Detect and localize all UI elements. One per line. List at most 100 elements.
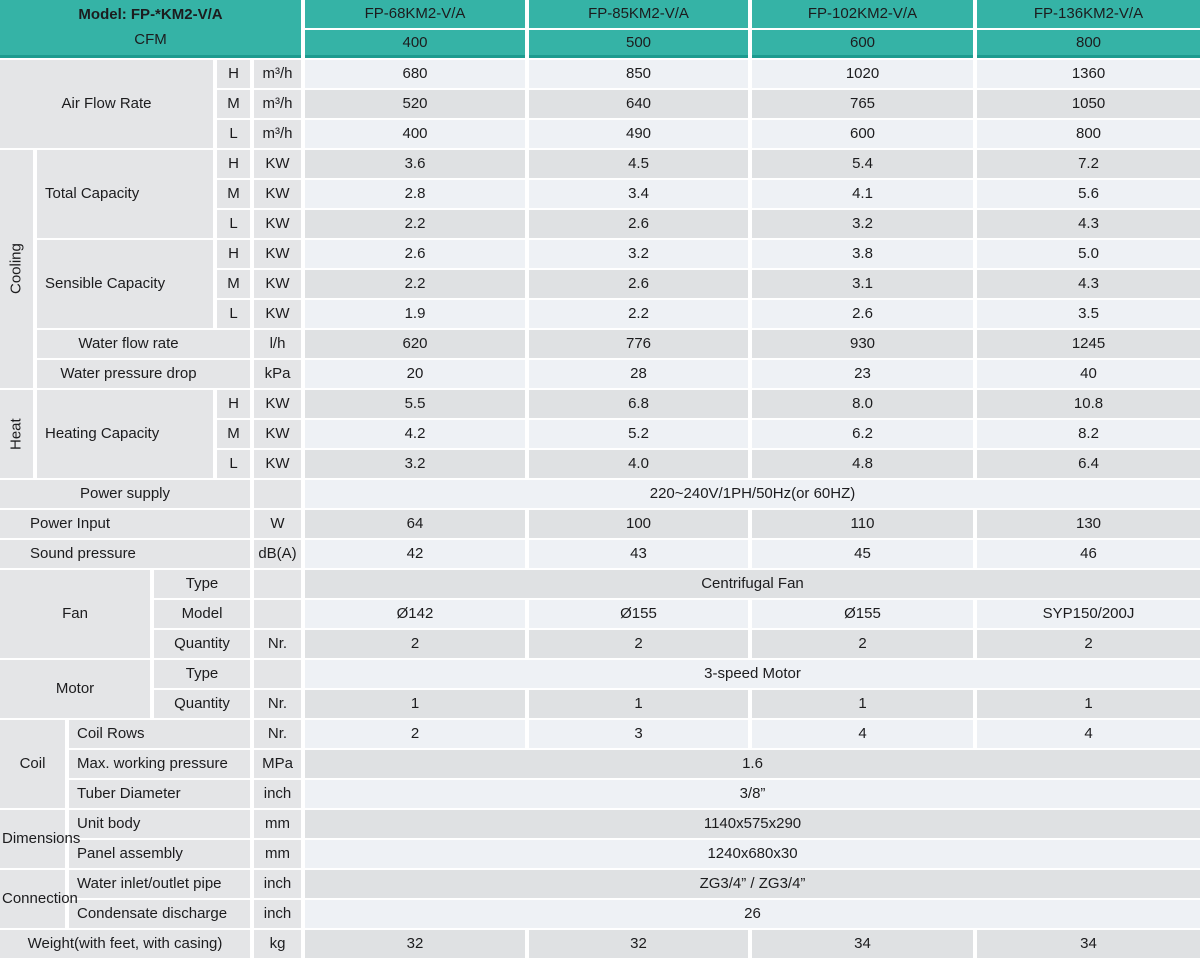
condensate-label: Condensate discharge <box>69 900 250 928</box>
unit-cell <box>254 480 301 508</box>
section-label-connection: Connection <box>0 870 78 928</box>
value-cell: 7.2 <box>977 150 1200 178</box>
value-cell: 2 <box>529 630 748 658</box>
unit-cell: KW <box>254 210 301 238</box>
value-cell: 1.9 <box>305 300 525 328</box>
unit-cell: KW <box>254 150 301 178</box>
speed-cell: H <box>217 150 250 178</box>
value-cell: 32 <box>305 930 525 958</box>
sound-pressure-label: Sound pressure <box>0 540 250 568</box>
water-drop-label: Water pressure drop <box>37 360 250 388</box>
speed-cell: H <box>217 240 250 268</box>
value-cell: 4 <box>977 720 1200 748</box>
fan-type-value: Centrifugal Fan <box>305 570 1200 598</box>
value-cell: 400 <box>305 120 525 148</box>
speed-cell: L <box>217 120 250 148</box>
value-cell: 930 <box>752 330 973 358</box>
model-header: FP-68KM2-V/A <box>305 0 525 28</box>
max-pressure-label: Max. working pressure <box>69 750 250 778</box>
speed-cell: H <box>217 60 250 88</box>
section-label-fan: Fan <box>0 570 150 658</box>
unit-cell: inch <box>254 780 301 808</box>
tube-diameter-label: Tuber Diameter <box>69 780 250 808</box>
value-cell: 800 <box>977 120 1200 148</box>
value-cell: 1 <box>305 690 525 718</box>
value-cell: 2 <box>305 630 525 658</box>
value-cell: 1020 <box>752 60 973 88</box>
value-cell: 1050 <box>977 90 1200 118</box>
value-cell: 3 <box>529 720 748 748</box>
tube-diameter-value: 3/8” <box>305 780 1200 808</box>
motor-type-label: Type <box>154 660 250 688</box>
motor-quantity-label: Quantity <box>154 690 250 718</box>
value-cell: 620 <box>305 330 525 358</box>
unit-cell: KW <box>254 390 301 418</box>
value-cell: 1245 <box>977 330 1200 358</box>
unit-cell: W <box>254 510 301 538</box>
value-cell: 640 <box>529 90 748 118</box>
value-cell: 130 <box>977 510 1200 538</box>
section-label-coil: Coil <box>0 720 65 808</box>
model-title: Model: FP-*KM2-V/A <box>78 5 223 23</box>
value-cell: 680 <box>305 60 525 88</box>
value-cell: 6.2 <box>752 420 973 448</box>
panel-assembly-value: 1240x680x30 <box>305 840 1200 868</box>
value-cell: 4.1 <box>752 180 973 208</box>
speed-cell: M <box>217 180 250 208</box>
value-cell: 3.2 <box>305 450 525 478</box>
value-cell: 3.2 <box>752 210 973 238</box>
unit-cell: l/h <box>254 330 301 358</box>
panel-assembly-label: Panel assembly <box>69 840 250 868</box>
speed-cell: L <box>217 210 250 238</box>
value-cell: SYP150/200J <box>977 600 1200 628</box>
cfm-value: 600 <box>752 30 973 58</box>
value-cell: 2.2 <box>305 270 525 298</box>
value-cell: 4.2 <box>305 420 525 448</box>
model-header: FP-102KM2-V/A <box>752 0 973 28</box>
value-cell: 1 <box>529 690 748 718</box>
unit-cell: Nr. <box>254 720 301 748</box>
value-cell: 490 <box>529 120 748 148</box>
value-cell: 4.3 <box>977 210 1200 238</box>
speed-cell: M <box>217 420 250 448</box>
value-cell: Ø155 <box>752 600 973 628</box>
sensible-capacity-label: Sensible Capacity <box>37 240 213 328</box>
value-cell: 1360 <box>977 60 1200 88</box>
unit-cell <box>254 570 301 598</box>
model-header: FP-85KM2-V/A <box>529 0 748 28</box>
value-cell: 3.8 <box>752 240 973 268</box>
value-cell: 4.5 <box>529 150 748 178</box>
unit-cell: KW <box>254 240 301 268</box>
heating-capacity-label: Heating Capacity <box>37 390 213 478</box>
section-label-motor: Motor <box>0 660 150 718</box>
value-cell: 776 <box>529 330 748 358</box>
value-cell: 23 <box>752 360 973 388</box>
value-cell: 3.4 <box>529 180 748 208</box>
value-cell: 2 <box>977 630 1200 658</box>
value-cell: 34 <box>752 930 973 958</box>
value-cell: 64 <box>305 510 525 538</box>
unit-cell: m³/h <box>254 60 301 88</box>
power-supply-value: 220~240V/1PH/50Hz(or 60HZ) <box>305 480 1200 508</box>
value-cell: 4 <box>752 720 973 748</box>
value-cell: 28 <box>529 360 748 388</box>
unit-cell: m³/h <box>254 90 301 118</box>
fan-quantity-label: Quantity <box>154 630 250 658</box>
power-input-label: Power Input <box>0 510 250 538</box>
unit-cell: inch <box>254 900 301 928</box>
value-cell: 2.2 <box>529 300 748 328</box>
motor-type-value: 3-speed Motor <box>305 660 1200 688</box>
unit-cell: m³/h <box>254 120 301 148</box>
value-cell: 5.4 <box>752 150 973 178</box>
value-cell: 2.8 <box>305 180 525 208</box>
max-pressure-value: 1.6 <box>305 750 1200 778</box>
value-cell: Ø142 <box>305 600 525 628</box>
weight-label: Weight(with feet, with casing) <box>0 930 250 958</box>
power-supply-label: Power supply <box>0 480 250 508</box>
unit-cell: dB(A) <box>254 540 301 568</box>
unit-cell: KW <box>254 420 301 448</box>
value-cell: 2.6 <box>529 210 748 238</box>
unit-cell: MPa <box>254 750 301 778</box>
value-cell: 520 <box>305 90 525 118</box>
